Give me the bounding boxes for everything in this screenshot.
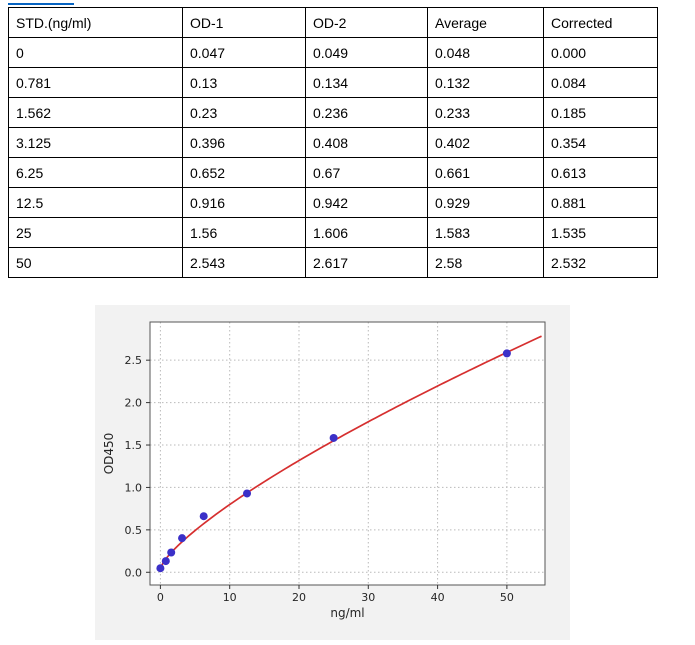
table-cell: 2.532 xyxy=(543,247,658,278)
data-point xyxy=(199,512,208,521)
x-tick-label: 20 xyxy=(292,591,306,604)
standards-table: STD.(ng/ml) OD-1 OD-2 Average Corrected 0 0.0… xyxy=(8,7,658,278)
x-tick-label: 40 xyxy=(431,591,445,604)
table-cell: 0.13 xyxy=(182,67,306,98)
column-header: OD-2 xyxy=(305,7,428,38)
table-cell: 0.233 xyxy=(427,97,544,128)
table-cell: 1.562 xyxy=(8,97,183,128)
standard-curve-plot: 0 10 20 30 40 50 0.0 0.5 1.0 1.5 2.0 2.5 ng/ml OD450 xyxy=(102,321,546,620)
standards-table-body: 0 0.047 0.049 0.048 0.000 0.781 0.13 0.134 0.132… xyxy=(8,37,658,278)
plot-area xyxy=(150,322,545,585)
table-cell: 0.048 xyxy=(427,37,544,68)
table-cell: 0.23 xyxy=(182,97,306,128)
table-cell: 1.535 xyxy=(543,217,658,248)
y-tick-label: 1.5 xyxy=(125,439,143,452)
y-tick-label: 2.0 xyxy=(125,397,143,410)
data-point xyxy=(156,564,165,573)
table-cell: 0.396 xyxy=(182,127,306,158)
data-point xyxy=(329,433,338,442)
y-tick-label: 1.0 xyxy=(125,481,143,494)
y-tick-label: 0.0 xyxy=(125,566,143,579)
table-cell: 0.881 xyxy=(543,187,658,218)
table-cell: 2.58 xyxy=(427,247,544,278)
x-tick-label: 0 xyxy=(157,591,164,604)
x-tick-label: 50 xyxy=(500,591,514,604)
table-row: 6.25 0.652 0.67 0.661 0.613 xyxy=(8,157,658,188)
column-header: STD.(ng/ml) xyxy=(8,7,183,38)
table-cell: 0.047 xyxy=(182,37,306,68)
fit-curve xyxy=(159,335,542,569)
table-cell: 1.56 xyxy=(182,217,306,248)
table-row: 1.562 0.23 0.236 0.233 0.185 xyxy=(8,97,658,128)
table-cell: 0.613 xyxy=(543,157,658,188)
y-axis-label: OD450 xyxy=(102,433,116,475)
data-point xyxy=(243,489,252,498)
table-cell: 0.084 xyxy=(543,67,658,98)
table-row: 0 0.047 0.049 0.048 0.000 xyxy=(8,37,658,68)
data-point xyxy=(161,557,170,566)
x-axis-label: ng/ml xyxy=(330,606,364,620)
table-cell: 0.67 xyxy=(305,157,428,188)
table-cell: 0.236 xyxy=(305,97,428,128)
column-header: Average xyxy=(427,7,544,38)
data-point xyxy=(502,349,511,358)
data-point xyxy=(167,548,176,557)
table-cell: 25 xyxy=(8,217,183,248)
table-cell: 3.125 xyxy=(8,127,183,158)
table-cell: 0.408 xyxy=(305,127,428,158)
table-cell: 2.543 xyxy=(182,247,306,278)
clipped-link-fragment[interactable] xyxy=(8,0,74,5)
table-cell: 1.583 xyxy=(427,217,544,248)
table-cell: 50 xyxy=(8,247,183,278)
standards-table-header-row: STD.(ng/ml) OD-1 OD-2 Average Corrected xyxy=(8,7,658,38)
x-tick-label: 30 xyxy=(361,591,375,604)
table-cell: 0.134 xyxy=(305,67,428,98)
table-row: 0.781 0.13 0.134 0.132 0.084 xyxy=(8,67,658,98)
table-cell: 0.652 xyxy=(182,157,306,188)
table-cell: 6.25 xyxy=(8,157,183,188)
table-row: 50 2.543 2.617 2.58 2.532 xyxy=(8,247,658,278)
table-row: 25 1.56 1.606 1.583 1.535 xyxy=(8,217,658,248)
table-row: 12.5 0.916 0.942 0.929 0.881 xyxy=(8,187,658,218)
table-cell: 0.000 xyxy=(543,37,658,68)
table-row: 3.125 0.396 0.408 0.402 0.354 xyxy=(8,127,658,158)
plot-frame xyxy=(149,321,546,586)
table-cell: 0.661 xyxy=(427,157,544,188)
y-tick-label: 2.5 xyxy=(125,354,143,367)
standard-curve-chart: 0 10 20 30 40 50 0.0 0.5 1.0 1.5 2.0 2.5 ng/ml OD450 xyxy=(95,305,570,640)
table-cell: 0.185 xyxy=(543,97,658,128)
column-header: OD-1 xyxy=(182,7,306,38)
table-cell: 0.929 xyxy=(427,187,544,218)
x-tick-label: 10 xyxy=(223,591,237,604)
table-cell: 12.5 xyxy=(8,187,183,218)
table-cell: 2.617 xyxy=(305,247,428,278)
table-cell: 1.606 xyxy=(305,217,428,248)
table-cell: 0.916 xyxy=(182,187,306,218)
table-cell: 0.781 xyxy=(8,67,183,98)
column-header: Corrected xyxy=(543,7,658,38)
table-cell: 0.354 xyxy=(543,127,658,158)
table-cell: 0.132 xyxy=(427,67,544,98)
y-tick-label: 0.5 xyxy=(125,524,143,537)
table-cell: 0.402 xyxy=(427,127,544,158)
table-cell: 0.942 xyxy=(305,187,428,218)
table-cell: 0 xyxy=(8,37,183,68)
data-point xyxy=(178,534,187,543)
table-cell: 0.049 xyxy=(305,37,428,68)
